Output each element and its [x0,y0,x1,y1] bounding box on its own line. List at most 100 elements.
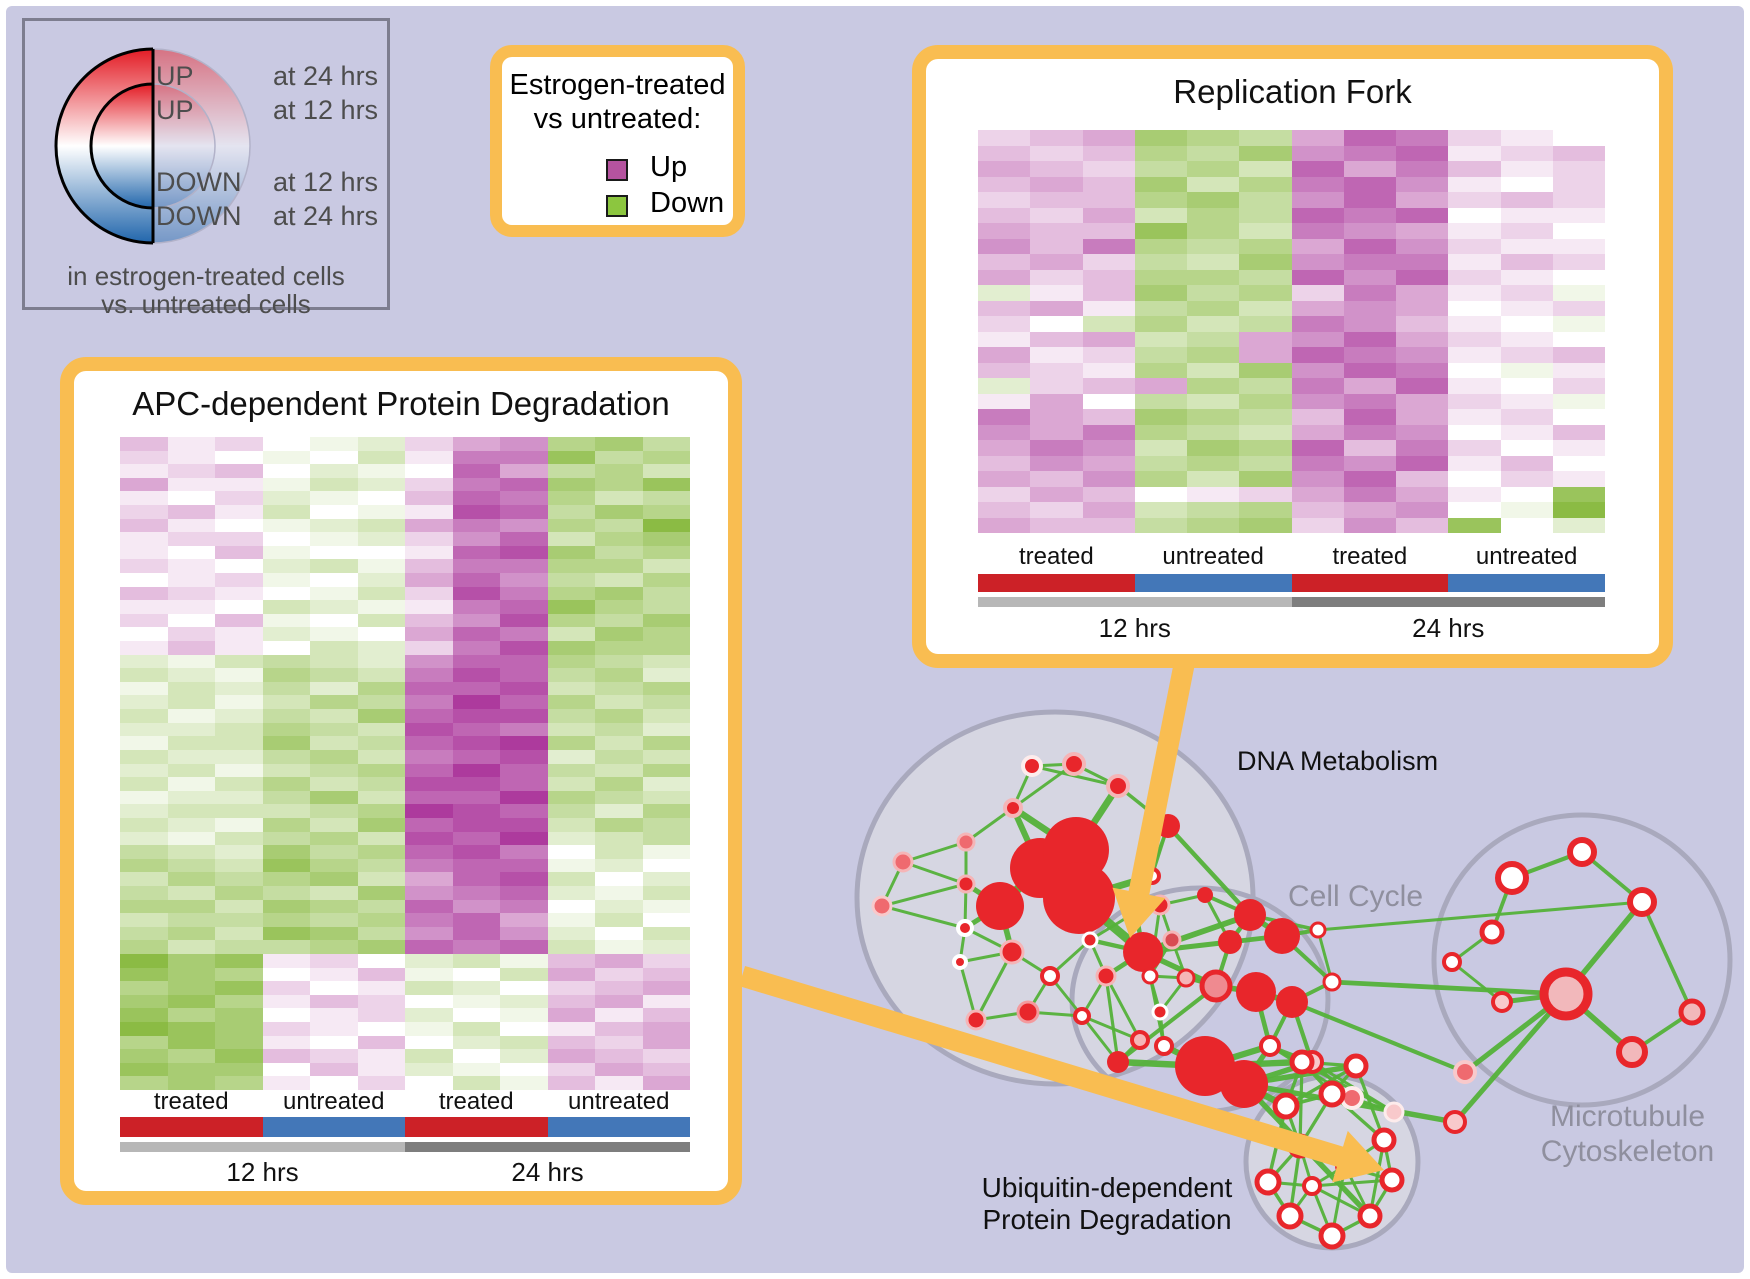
heatmap-cell [452,1049,500,1063]
heatmap-cell [1343,331,1396,347]
heatmap-cell [547,845,595,859]
heatmap-cell [452,940,500,954]
heatmap-cell [405,994,453,1009]
heatmap-cell [595,437,643,451]
heatmap-cell [547,953,595,968]
heatmap-cell [120,450,168,465]
network-edge [1104,975,1120,1063]
heatmap-cell [405,790,453,805]
heatmap-cell [595,845,643,859]
heatmap-cell [1030,176,1083,192]
heatmap-cell [120,858,168,873]
heatmap-cell [1500,455,1553,471]
heatmap-cell [500,681,548,696]
heatmap-cell [1343,409,1396,425]
heatmap-cell [262,817,310,832]
heatmap-cell [1134,517,1187,533]
network-node [1073,1007,1091,1025]
heatmap-cell [262,532,310,546]
apc-group-labels: treated untreated treated untreated [120,1088,690,1116]
legend-up-outer: UP [156,61,194,91]
network-node [1095,965,1117,987]
heatmap-cell [357,953,405,968]
heatmap-cell [1082,409,1135,425]
heatmap-cell [595,586,643,601]
heatmap-cell [500,437,548,451]
network-edge [1012,762,1075,810]
group-label-3: treated [438,1088,514,1115]
heatmap-cell [1343,161,1396,177]
heatmap-cell [1187,176,1240,192]
rf-group-labels: treated untreated treated untreated [978,543,1605,571]
heatmap-cell [1396,455,1449,471]
network-node [1383,1101,1405,1123]
heatmap-cell [1343,393,1396,409]
heatmap-cell [1500,347,1553,363]
heatmap-cell [357,709,405,723]
network-edge [902,840,967,864]
network-node [1371,1127,1397,1153]
heatmap-cell [357,627,405,642]
heatmap-cell [500,518,548,533]
heatmap-cell [1448,455,1501,471]
heatmap-cell [452,518,500,533]
heatmap-cell [262,559,310,574]
network-node [1678,998,1706,1026]
heatmap-cell [595,668,643,682]
heatmap-cell [1239,455,1292,471]
heatmap-cell [1500,502,1553,518]
apc-panel-title: APC-dependent Protein Degradation [132,385,670,422]
heatmap-cell [167,899,215,914]
heatmap-cell [1396,285,1449,301]
heatmap-cell [310,477,358,492]
heatmap-cell [595,532,643,546]
heatmap-cell [595,709,643,723]
heatmap-cell [1291,176,1344,192]
heatmap-cell [405,831,453,846]
heatmap-cell [215,1049,263,1063]
heatmap-cell [452,450,500,465]
heatmap-cell [1343,145,1396,161]
heatmap-cell [357,994,405,1009]
heatmap-cell [120,1076,168,1090]
legend-up-inner: UP [156,95,194,125]
heatmap-cell [642,532,690,546]
network-node [1289,1049,1315,1075]
heatmap-cell [642,1049,690,1063]
heatmap-cell [500,790,548,805]
heatmap-cell [452,1035,500,1050]
heatmap-cell [1134,238,1187,254]
cluster-label-ubiquitin: Ubiquitin-dependent Protein Degradation [962,1172,1252,1236]
heatmap-cell [1448,331,1501,347]
heatmap-cell [357,641,405,655]
heatmap-cell [215,940,263,954]
heatmap-cell [262,722,310,737]
heatmap-cell [405,967,453,982]
heatmap-cell [310,722,358,737]
heatmap-cell [500,913,548,927]
heatmap-cell [1396,486,1449,502]
heatmap-cell [357,845,405,859]
rf-time-bars [978,597,1605,607]
heatmap-cell [1552,471,1605,487]
cluster-label-microtubule-cytoskeleton: Microtubule Cytoskeleton [1495,1100,1750,1169]
heatmap-cell [642,437,690,451]
heatmap-cell [1552,455,1605,471]
heatmap-cell [357,858,405,873]
heatmap-cell [500,1021,548,1036]
heatmap-cell [215,518,263,533]
heatmap-cell [1082,300,1135,316]
heatmap-cell [547,994,595,1009]
heatmap-cell [452,872,500,886]
heatmap-cell [642,736,690,750]
heatmap-cell [1082,331,1135,347]
heatmap-cell [1134,440,1187,456]
heatmap-cell [500,831,548,846]
heatmap-cell [547,450,595,465]
heatmap-cell [1291,331,1344,347]
heatmap-cell [262,573,310,587]
network-node [1318,1222,1346,1250]
heatmap-cell [310,573,358,587]
heatmap-cell [120,872,168,886]
heatmap-cell [310,763,358,778]
